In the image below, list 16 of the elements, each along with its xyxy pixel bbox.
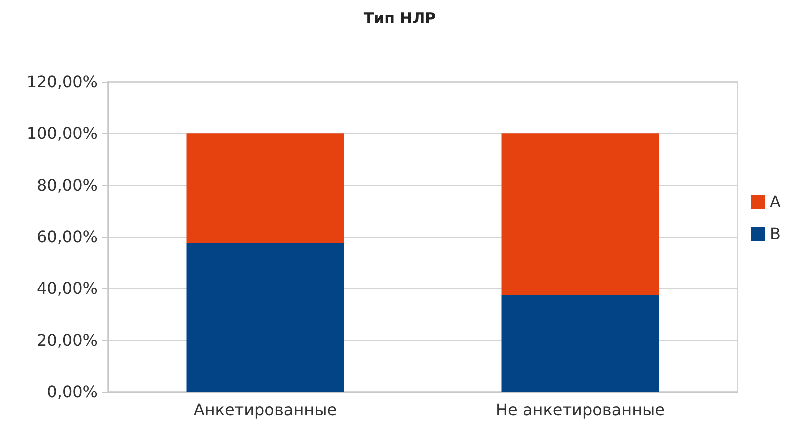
bar [502,295,660,392]
legend-label: A [770,192,782,212]
legend-label: B [770,224,782,244]
bar [502,134,660,296]
y-tick-label: 0,00% [47,382,98,402]
bar [186,243,344,392]
bar [186,134,344,244]
chart-title: Тип НЛР [364,10,436,28]
y-tick-label: 40,00% [36,279,98,298]
x-tick-label: Анкетированные [194,400,338,420]
y-tick-label: 20,00% [36,330,98,350]
y-tick-label: 100,00% [26,124,98,144]
y-tick-label: 120,00% [26,72,98,92]
x-tick-label: Не анкетированные [496,400,666,420]
y-tick-label: 80,00% [36,176,98,195]
y-tick-label: 60,00% [36,228,98,246]
